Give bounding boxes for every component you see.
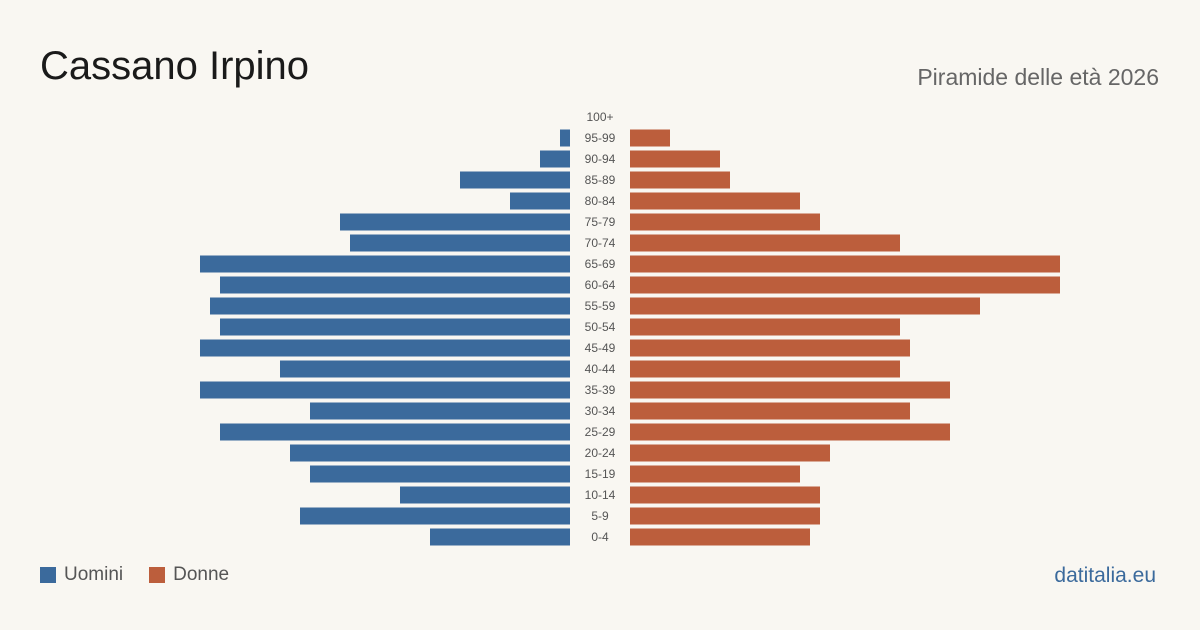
age-label: 20-24	[585, 446, 616, 460]
legend-item-men: Uomini	[40, 564, 123, 586]
men-bar	[540, 150, 570, 168]
women-bar	[630, 528, 810, 546]
legend-swatch-men	[40, 567, 56, 583]
legend-item-women: Donne	[149, 564, 229, 586]
age-label: 60-64	[585, 278, 616, 292]
men-bar	[220, 276, 570, 294]
women-bar	[630, 192, 800, 210]
men-bar	[220, 423, 570, 441]
age-label: 80-84	[585, 194, 616, 208]
women-bar	[630, 339, 910, 357]
men-bar	[210, 297, 570, 315]
women-bar	[630, 234, 900, 252]
men-bar	[460, 171, 570, 189]
women-bar	[630, 150, 720, 168]
women-bar	[630, 129, 670, 147]
men-bar	[200, 255, 570, 273]
age-label: 65-69	[585, 257, 616, 271]
men-bar	[290, 444, 570, 462]
women-bar	[630, 486, 820, 504]
chart-subtitle: Piramide delle età 2026	[917, 64, 1159, 90]
age-label: 55-59	[585, 299, 616, 313]
women-bar	[630, 360, 900, 378]
men-bar	[310, 465, 570, 483]
age-label: 70-74	[585, 236, 616, 250]
chart-legend: Uomini Donne	[40, 564, 255, 586]
age-label: 90-94	[585, 152, 616, 166]
age-label: 85-89	[585, 173, 616, 187]
men-bar	[200, 339, 570, 357]
age-label: 30-34	[585, 404, 616, 418]
men-bar	[340, 213, 570, 231]
women-bar	[630, 507, 820, 525]
age-label: 40-44	[585, 362, 616, 376]
age-label: 45-49	[585, 341, 616, 355]
source-link[interactable]: datitalia.eu	[1054, 564, 1156, 587]
women-bar	[630, 276, 1060, 294]
age-label: 25-29	[585, 425, 616, 439]
men-bar	[310, 402, 570, 420]
women-bar	[630, 255, 1060, 273]
women-bar	[630, 318, 900, 336]
age-label: 0-4	[591, 530, 609, 544]
men-bar	[350, 234, 570, 252]
page-title: Cassano Irpino	[40, 44, 310, 88]
age-label: 35-39	[585, 383, 616, 397]
women-bar	[630, 402, 910, 420]
men-bar	[560, 129, 570, 147]
men-bar	[300, 507, 570, 525]
age-label: 95-99	[585, 131, 616, 145]
legend-label-women: Donne	[173, 564, 230, 585]
men-bar	[430, 528, 570, 546]
men-bar	[510, 192, 570, 210]
women-bar	[630, 297, 980, 315]
men-bar	[280, 360, 570, 378]
women-bar	[630, 171, 730, 189]
women-bar	[630, 444, 830, 462]
legend-swatch-women	[149, 567, 166, 583]
women-bar	[630, 381, 950, 399]
age-label: 10-14	[585, 488, 616, 502]
men-bar	[220, 318, 570, 336]
women-bar	[630, 423, 950, 441]
women-bar	[630, 465, 800, 483]
age-label: 15-19	[585, 467, 616, 481]
age-label: 75-79	[585, 215, 616, 229]
legend-label-men: Uomini	[64, 564, 124, 585]
age-label: 100+	[586, 110, 613, 124]
men-bar	[400, 486, 570, 504]
age-label: 5-9	[591, 509, 609, 523]
men-bar	[200, 381, 570, 399]
women-bar	[630, 213, 820, 231]
age-label: 50-54	[585, 320, 616, 334]
